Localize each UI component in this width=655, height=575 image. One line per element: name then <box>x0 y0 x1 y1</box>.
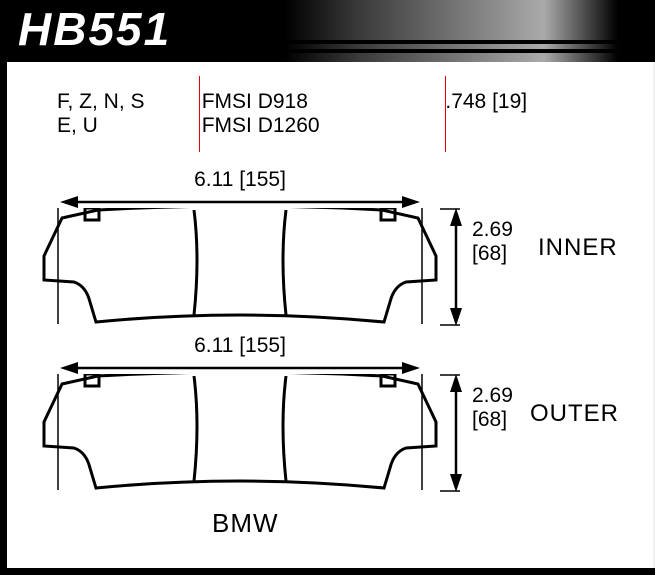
specs-table: F, Z, N, S E, U FMSI D918 FMSI D1260 .74… <box>55 88 615 140</box>
inner-pad-shape <box>40 208 440 326</box>
fmsi-line1: FMSI D918 <box>202 90 308 113</box>
outer-pad-shape <box>40 374 440 492</box>
outer-height-mm: [68] <box>472 408 507 432</box>
part-number: HB551 <box>18 2 171 56</box>
inner-height-mm: [68] <box>472 242 507 266</box>
outer-width-label: 6.11 [155] <box>160 334 320 358</box>
border-left <box>0 62 7 575</box>
brand-label: BMW <box>212 508 279 539</box>
inner-height-in: 2.69 <box>472 218 513 242</box>
outer-height-in: 2.69 <box>472 384 513 408</box>
border-bottom <box>0 568 655 575</box>
compound-codes-line2: E, U <box>57 114 98 137</box>
compound-codes-line1: F, Z, N, S <box>57 90 145 113</box>
inner-height-arrow <box>448 208 464 326</box>
thickness-value: .748 [19] <box>445 90 527 113</box>
diagram-area: 6.11 [155] 2.69 [68] INNER 6.11 [155] <box>40 172 620 552</box>
header-bar: HB551 <box>0 0 655 62</box>
fmsi-line2: FMSI D1260 <box>202 114 320 137</box>
outer-side-label: OUTER <box>530 400 619 428</box>
inner-side-label: INNER <box>538 234 618 262</box>
outer-height-arrow <box>448 374 464 492</box>
inner-width-label: 6.11 [155] <box>160 168 320 192</box>
